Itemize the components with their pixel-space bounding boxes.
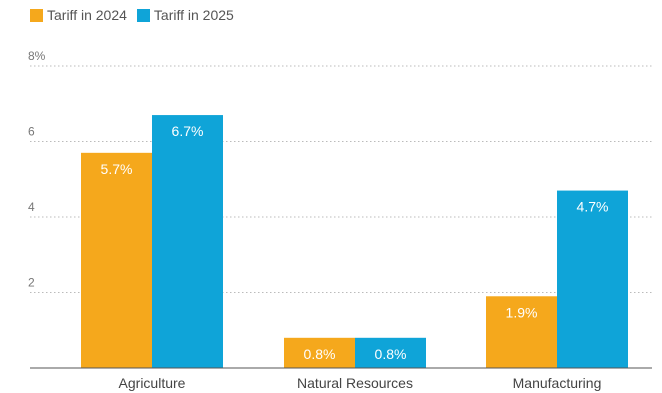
y-tick-label-2: 2 [28,276,35,290]
bar-2025-agriculture [152,115,223,368]
legend-label-2025: Tariff in 2025 [153,7,234,23]
y-tick-label-8: 8% [28,49,46,63]
legend-label-2024: Tariff in 2024 [47,7,127,23]
data-label-2025-natural-resources: 0.8% [375,346,407,362]
legend-swatch-2025 [136,8,150,22]
bar-2024-manufacturing [486,296,557,368]
x-tick-label-agriculture: Agriculture [119,375,186,391]
legend-item-2025: Tariff in 2025 [136,7,234,23]
legend-item-2024: Tariff in 2024 [30,7,127,23]
bar-2024-agriculture [81,152,152,368]
x-tick-label-manufacturing: Manufacturing [513,375,602,391]
bar-2025-manufacturing [557,190,628,368]
data-label-2025-agriculture: 6.7% [172,123,204,139]
data-label-2025-manufacturing: 4.7% [577,199,609,215]
x-tick-label-natural-resources: Natural Resources [297,375,413,391]
legend: Tariff in 2024 Tariff in 2025 [30,7,234,23]
bar-2025-natural-resources [355,337,426,368]
bar-2024-natural-resources [284,337,355,368]
legend-swatch-2024 [30,8,43,22]
data-label-2024-manufacturing: 1.9% [506,304,538,320]
data-label-2024-agriculture: 5.7% [101,161,133,177]
data-label-2024-natural-resources: 0.8% [304,346,336,362]
y-tick-label-6: 6 [28,125,35,139]
y-tick-label-4: 4 [28,200,35,214]
